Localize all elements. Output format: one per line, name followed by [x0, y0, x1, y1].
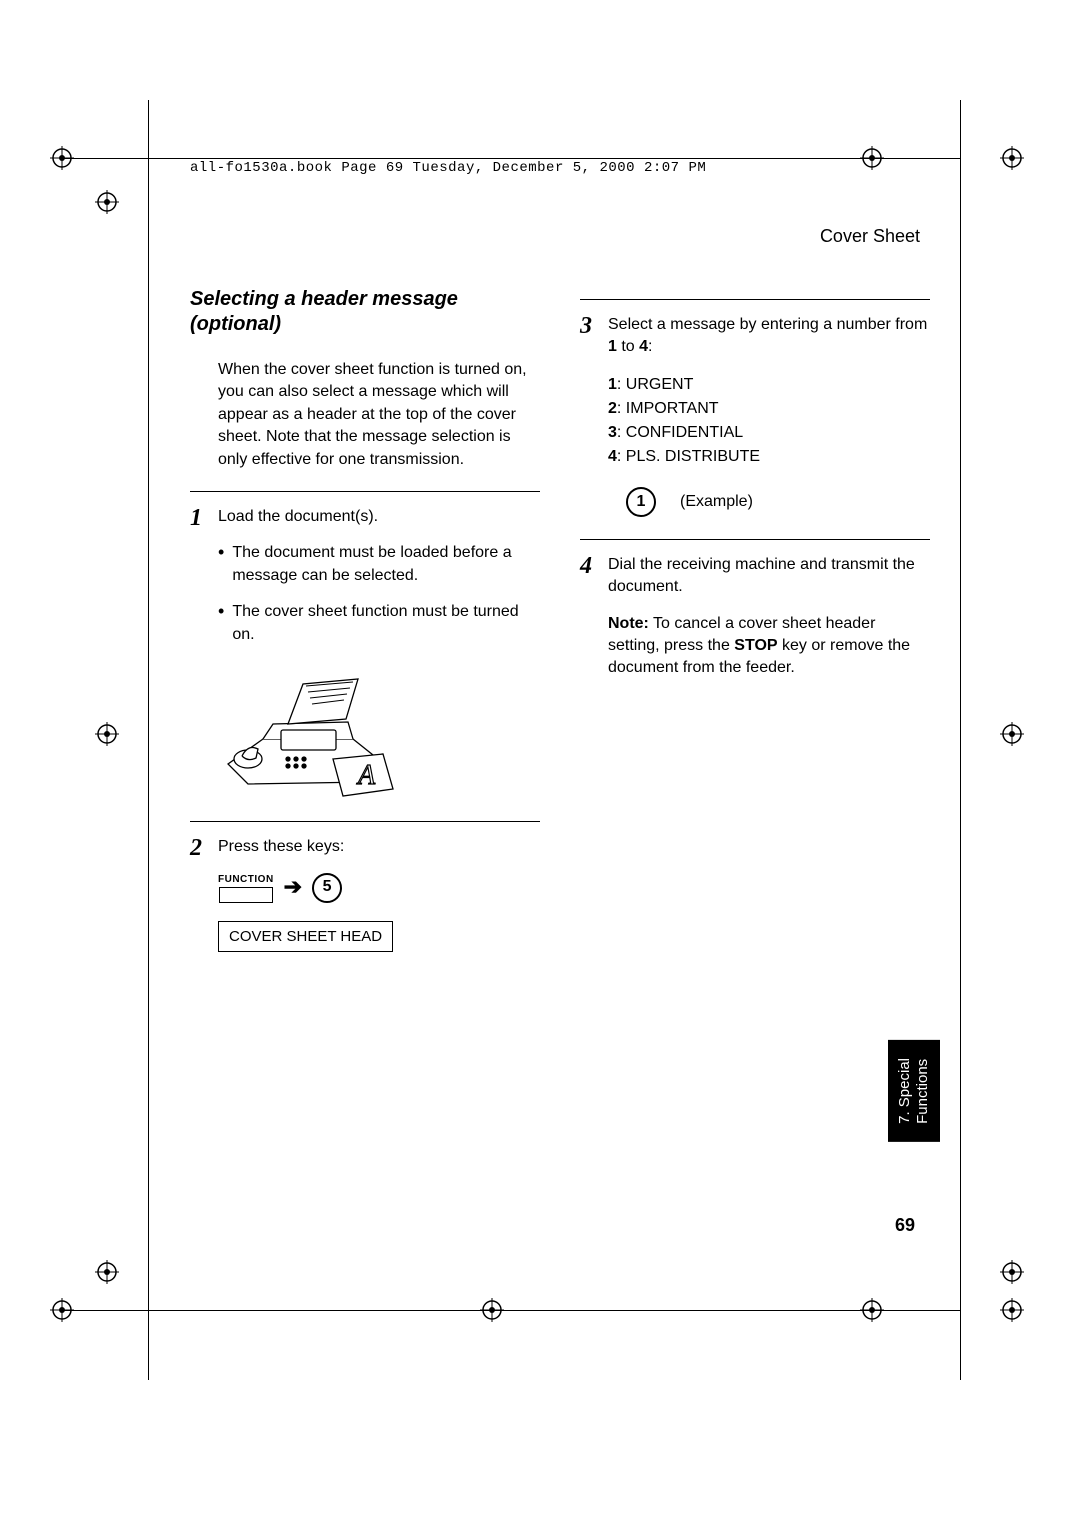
reg-mark-icon	[95, 1260, 119, 1284]
list-item: 1: URGENT	[608, 373, 930, 397]
reg-mark-icon	[95, 722, 119, 746]
crop-line-top	[60, 158, 960, 159]
step-4: 4 Dial the receiving machine and transmi…	[580, 554, 930, 680]
reg-mark-icon	[50, 146, 74, 170]
book-header-line: all-fo1530a.book Page 69 Tuesday, Decemb…	[190, 160, 950, 176]
reg-mark-icon	[860, 1298, 884, 1322]
separator	[580, 539, 930, 540]
fax-machine-icon: A	[218, 664, 540, 809]
separator	[190, 821, 540, 822]
lcd-display: COVER SHEET HEAD	[218, 921, 393, 952]
step-text: Load the document(s).	[218, 506, 540, 528]
crop-line-bottom	[60, 1310, 960, 1311]
chapter-tab-label: 7. SpecialFunctions	[896, 1058, 931, 1124]
svg-text:A: A	[356, 760, 376, 791]
left-column: Selecting a header message (optional) Wh…	[190, 287, 540, 952]
note-text: Note: To cancel a cover sheet header set…	[608, 613, 930, 680]
step-number: 1	[190, 506, 206, 646]
step-text: Press these keys:	[218, 836, 540, 858]
crop-line-left	[148, 100, 149, 1380]
list-item: 3: CONFIDENTIAL	[608, 421, 930, 445]
reg-mark-icon	[1000, 146, 1024, 170]
reg-mark-icon	[1000, 722, 1024, 746]
page-title: Selecting a header message (optional)	[190, 287, 540, 337]
key-sequence: FUNCTION ➔ 5	[218, 872, 540, 903]
function-key-icon: FUNCTION	[218, 873, 274, 903]
two-column-layout: Selecting a header message (optional) Wh…	[190, 287, 950, 952]
step-number: 3	[580, 314, 596, 527]
digit-key-icon: 5	[312, 873, 342, 903]
step-text: Dial the receiving machine and transmit …	[608, 554, 930, 599]
reg-mark-icon	[1000, 1298, 1024, 1322]
message-options-list: 1: URGENT 2: IMPORTANT 3: CONFIDENTIAL 4…	[608, 373, 930, 469]
reg-mark-icon	[50, 1298, 74, 1322]
step-number: 4	[580, 554, 596, 680]
bullet-item: The cover sheet function must be turned …	[218, 601, 540, 646]
step-3: 3 Select a message by entering a number …	[580, 314, 930, 527]
right-column: 3 Select a message by entering a number …	[580, 287, 930, 952]
chapter-tab: 7. SpecialFunctions	[888, 1040, 940, 1142]
section-label: Cover Sheet	[190, 226, 950, 247]
example-label: (Example)	[680, 491, 753, 513]
function-key-box	[219, 887, 273, 903]
digit-key-icon: 1	[626, 487, 656, 517]
example-row: 1 (Example)	[626, 487, 930, 517]
reg-mark-icon	[95, 190, 119, 214]
list-item: 2: IMPORTANT	[608, 397, 930, 421]
crop-line-right	[960, 100, 961, 1380]
step-1: 1 Load the document(s). The document mus…	[190, 506, 540, 646]
step-body: Press these keys: FUNCTION ➔ 5 COVER SHE…	[218, 836, 540, 952]
reg-mark-icon	[480, 1298, 504, 1322]
page-content: all-fo1530a.book Page 69 Tuesday, Decemb…	[190, 160, 950, 952]
step-number: 2	[190, 836, 206, 952]
page-number: 69	[895, 1215, 915, 1236]
separator	[190, 491, 540, 492]
function-key-label: FUNCTION	[218, 873, 274, 887]
arrow-right-icon: ➔	[284, 872, 302, 903]
reg-mark-icon	[1000, 1260, 1024, 1284]
step-body: Dial the receiving machine and transmit …	[608, 554, 930, 680]
bullet-item: The document must be loaded before a mes…	[218, 542, 540, 587]
step-body: Load the document(s). The document must …	[218, 506, 540, 646]
separator	[580, 299, 930, 300]
step-text: Select a message by entering a number fr…	[608, 314, 930, 359]
title-line-2: (optional)	[190, 313, 281, 335]
list-item: 4: PLS. DISTRIBUTE	[608, 445, 930, 469]
intro-paragraph: When the cover sheet function is turned …	[190, 359, 540, 471]
title-line-1: Selecting a header message	[190, 288, 458, 310]
step-2: 2 Press these keys: FUNCTION ➔ 5 COVER S…	[190, 836, 540, 952]
step-body: Select a message by entering a number fr…	[608, 314, 930, 527]
